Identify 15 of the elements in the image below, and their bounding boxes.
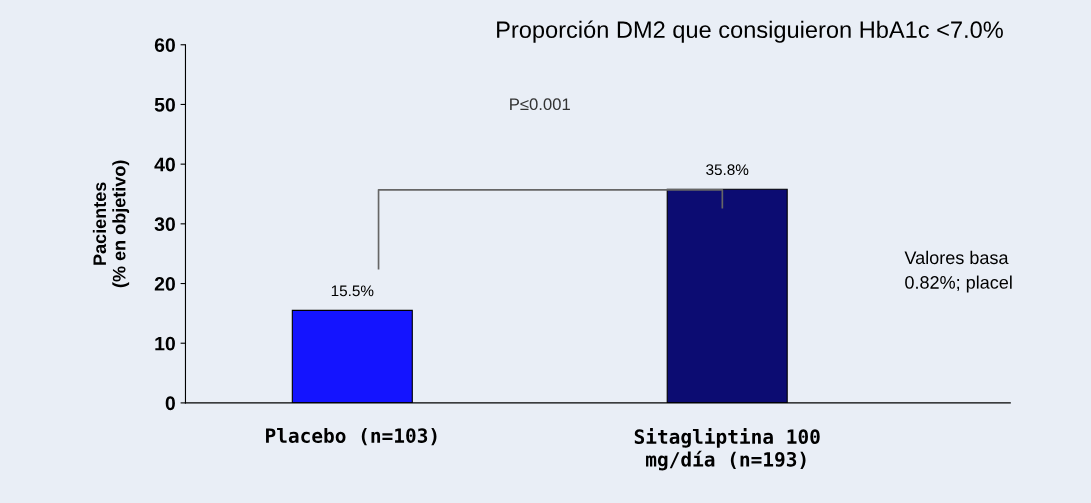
y-tick-label: 10	[155, 336, 175, 351]
annotation: P≤0.001	[510, 98, 570, 111]
chart-title: Proporción DM2 que consiguieron HbA1c <7.0%	[497, 20, 1003, 43]
y-tick-label: 50	[154, 97, 175, 112]
annotation: Valores basa 0.82%; placel	[904, 250, 1012, 293]
y-tick-label: 60	[154, 38, 175, 52]
y-axis-title: Pacientes (% en objetivo)	[92, 160, 130, 288]
y-tick-label: 40	[154, 157, 175, 172]
y-tick-label: 20	[154, 276, 175, 291]
data-label: 35.8%	[706, 164, 749, 176]
x-tick-label: Sitagliptina 100 mg/día (n=193)	[634, 427, 820, 471]
y-tick-label: 0	[165, 396, 175, 411]
y-tick-label: 30	[154, 217, 175, 232]
x-tick-label: Placebo (n=103)	[266, 427, 437, 446]
data-label: 15.5%	[331, 285, 374, 297]
